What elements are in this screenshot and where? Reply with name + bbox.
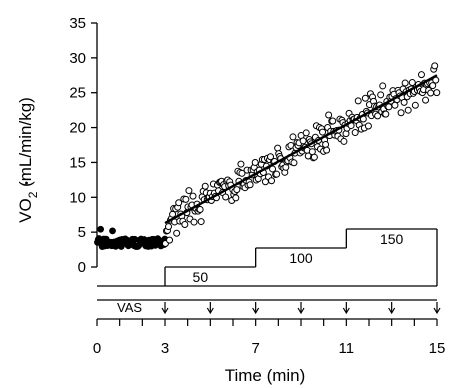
exercise-point-34 bbox=[196, 206, 204, 214]
exercise-point-260 bbox=[427, 89, 435, 97]
exercise-point-23 bbox=[185, 187, 193, 195]
exercise-point-4 bbox=[166, 236, 174, 244]
x-tick-label-11: 11 bbox=[339, 340, 355, 357]
exercise-point-126 bbox=[290, 159, 298, 167]
axes-group: 0 5 10 15 20 25 30 35 0 3 7 11 15 bbox=[69, 15, 445, 357]
exercise-point-110 bbox=[274, 144, 282, 152]
exercise-point-135 bbox=[299, 137, 307, 145]
vas-label: VAS bbox=[117, 300, 142, 315]
exercise-point-266 bbox=[433, 89, 441, 97]
exercise-point-216 bbox=[382, 110, 390, 118]
workload-group: 50 100 150 bbox=[97, 228, 438, 287]
y-axis-label-sub: 2 bbox=[26, 191, 40, 198]
exercise-point-3 bbox=[165, 223, 173, 231]
exercise-point-158 bbox=[323, 146, 331, 154]
y-axis-label-dot bbox=[25, 181, 28, 185]
exercise-point-157 bbox=[322, 141, 330, 149]
workload-step-label-0: 50 bbox=[193, 269, 209, 285]
vas-arrow-head-3 bbox=[297, 307, 305, 315]
exercise-point-238 bbox=[404, 106, 412, 114]
exercise-point-109 bbox=[273, 170, 281, 178]
vas-arrow-head-6 bbox=[433, 307, 441, 315]
y-tick-label-10: 10 bbox=[69, 189, 86, 206]
exercise-point-189 bbox=[354, 97, 362, 105]
x-tick-label-0: 0 bbox=[93, 340, 101, 357]
exercise-point-70 bbox=[233, 186, 241, 194]
vas-arrow-head-2 bbox=[252, 307, 260, 315]
y-tick-label-35: 35 bbox=[69, 15, 86, 32]
rest-point-4 bbox=[97, 225, 105, 233]
workload-step-label-1: 100 bbox=[289, 250, 313, 266]
exercise-point-196 bbox=[361, 94, 369, 102]
exercise-point-199 bbox=[364, 122, 372, 130]
x-tick-label-7: 7 bbox=[251, 340, 259, 357]
exercise-point-231 bbox=[397, 109, 405, 117]
exercise-point-251 bbox=[417, 71, 425, 79]
exercise-point-242 bbox=[408, 79, 416, 87]
exercise-point-11 bbox=[173, 229, 181, 237]
exercise-point-39 bbox=[201, 182, 209, 190]
y-axis-label-main: VO bbox=[16, 198, 35, 223]
exercise-point-234 bbox=[400, 98, 408, 106]
exercise-point-219 bbox=[385, 103, 393, 111]
y-tick-label-30: 30 bbox=[69, 50, 86, 67]
exercise-point-75 bbox=[238, 169, 246, 177]
workload-step-label-2: 150 bbox=[380, 231, 404, 247]
exercise-point-160 bbox=[325, 111, 333, 119]
y-tick-label-25: 25 bbox=[69, 85, 86, 102]
exercise-point-103 bbox=[267, 153, 275, 161]
vas-arrow-head-0 bbox=[161, 307, 169, 315]
exercise-point-69 bbox=[232, 194, 240, 202]
exercise-point-154 bbox=[319, 128, 327, 136]
rest-point-19 bbox=[109, 227, 116, 235]
vas-arrow-head-4 bbox=[342, 307, 350, 315]
exercise-point-88 bbox=[251, 158, 259, 166]
exercise-point-146 bbox=[310, 153, 318, 161]
exercise-point-125 bbox=[289, 133, 297, 141]
exercise-point-138 bbox=[302, 129, 310, 137]
exercise-point-175 bbox=[340, 137, 348, 145]
exercise-point-262 bbox=[429, 82, 437, 90]
exercise-point-83 bbox=[246, 181, 254, 189]
x-tick-label-15: 15 bbox=[429, 340, 446, 357]
exercise-point-225 bbox=[391, 101, 399, 109]
exercise-point-13 bbox=[175, 199, 183, 207]
x-axis-label: Time (min) bbox=[225, 366, 306, 385]
exercise-point-74 bbox=[237, 160, 245, 168]
exercise-point-186 bbox=[351, 129, 359, 137]
y-tick-label-20: 20 bbox=[69, 120, 86, 137]
exercise-point-213 bbox=[379, 82, 387, 90]
exercise-point-245 bbox=[411, 101, 419, 109]
exercise-point-164 bbox=[329, 117, 337, 125]
fit-line bbox=[164, 74, 438, 225]
fit-group bbox=[164, 74, 438, 225]
exercise-point-59 bbox=[222, 193, 230, 201]
exercise-point-28 bbox=[190, 218, 198, 226]
exercise-point-104 bbox=[268, 177, 276, 185]
points-group bbox=[94, 62, 441, 251]
x-tick-label-3: 3 bbox=[161, 340, 169, 357]
exercise-point-27 bbox=[189, 192, 197, 200]
exercise-point-20 bbox=[182, 195, 190, 203]
vas-arrow-head-1 bbox=[206, 307, 214, 315]
vas-arrow-head-5 bbox=[388, 307, 396, 315]
exercise-point-211 bbox=[377, 91, 385, 99]
y-axis-label: VO2 (mL/min/kg) bbox=[16, 97, 40, 223]
y-axis-label-unit: (mL/min/kg) bbox=[16, 97, 35, 191]
exercise-point-35 bbox=[197, 218, 205, 226]
y-tick-label-15: 15 bbox=[69, 154, 86, 171]
vas-group: VAS bbox=[97, 299, 441, 315]
exercise-point-19 bbox=[181, 220, 189, 228]
exercise-point-208 bbox=[374, 112, 382, 120]
y-tick-label-0: 0 bbox=[78, 259, 86, 276]
exercise-point-235 bbox=[401, 79, 409, 87]
exercise-point-264 bbox=[431, 62, 439, 70]
exercise-point-255 bbox=[422, 96, 430, 104]
y-tick-label-5: 5 bbox=[78, 224, 86, 241]
